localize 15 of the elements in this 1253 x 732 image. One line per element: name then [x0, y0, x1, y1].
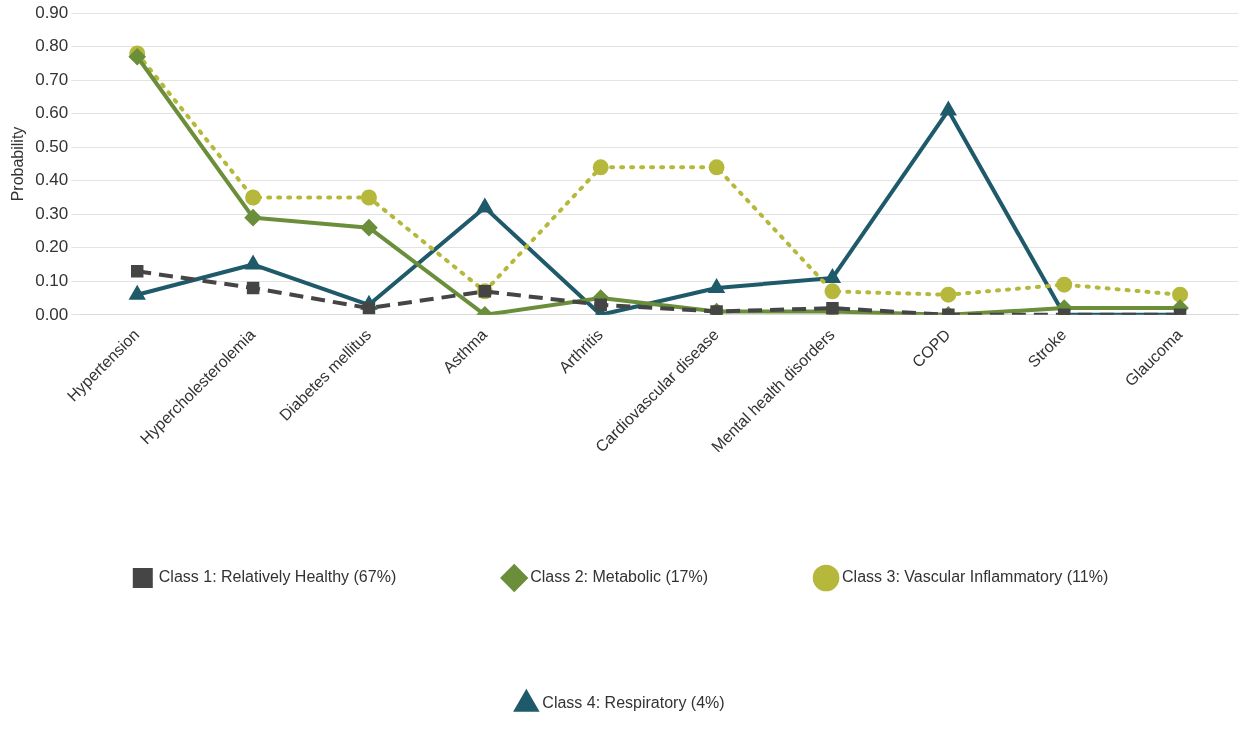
legend-label: Class 1: Relatively Healthy (67%) — [158, 568, 397, 586]
y-tick-label: 0.30 — [35, 203, 69, 223]
y-tick-label: 0.10 — [35, 271, 69, 290]
legend-label: Class 4: Respiratory (4%) — [542, 694, 725, 712]
y-tick-label: 0.60 — [35, 103, 69, 123]
y-tick-label: 0.00 — [35, 304, 69, 324]
y-tick-label: 0.50 — [35, 136, 69, 156]
legend-label: Class 2: Metabolic (17%) — [530, 568, 709, 586]
legend-label: Class 3: Vascular Inflammatory (11%) — [842, 568, 1109, 586]
y-tick-label: 0.80 — [35, 36, 69, 56]
y-tick-label: 0.70 — [35, 69, 69, 89]
y-axis-title: Probability — [9, 126, 27, 202]
y-tick-label: 0.20 — [35, 237, 69, 257]
y-tick-label: 0.40 — [35, 170, 69, 190]
y-tick-label: 0.90 — [35, 2, 69, 22]
